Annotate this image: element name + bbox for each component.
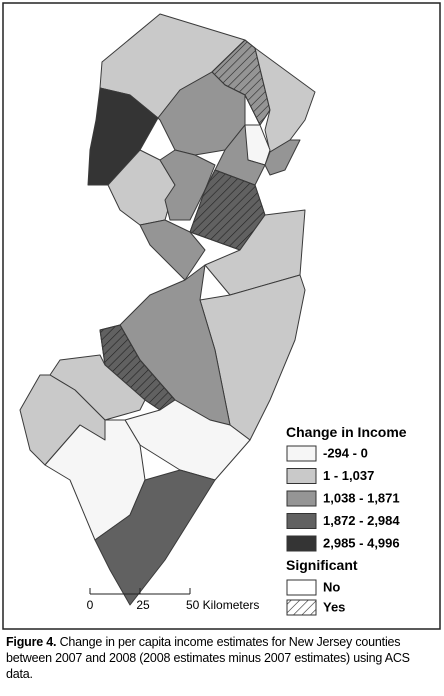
counties (19, 13, 316, 606)
county (44, 419, 146, 541)
county (139, 219, 206, 281)
scale-bar: 0 25 50 Kilometers (87, 588, 259, 612)
caption-label: Figure 4. (6, 635, 57, 649)
legend-swatch (286, 599, 317, 616)
map: Change in Income Significant -294 - 0 1 -… (2, 2, 441, 630)
legend: Change in Income Significant -294 - 0 1 -… (286, 424, 407, 616)
scale-label: 0 (87, 598, 94, 612)
legend-label: Yes (323, 599, 345, 614)
legend-swatch (286, 490, 317, 507)
legend-label: -294 - 0 (323, 445, 368, 460)
legend-label: 1,872 - 2,984 (323, 513, 400, 528)
significance-title: Significant (286, 557, 358, 573)
legend-swatch (286, 445, 317, 462)
legend-title: Change in Income (286, 424, 407, 440)
legend-label: 1 - 1,037 (323, 468, 374, 483)
scale-label: 50 Kilometers (186, 598, 259, 612)
legend-label: 2,985 - 4,996 (323, 535, 400, 550)
legend-swatch (286, 513, 317, 529)
map-frame (2, 2, 441, 630)
legend-label: No (323, 579, 340, 594)
county (94, 469, 216, 606)
caption: Figure 4. Change in per capita income es… (6, 634, 438, 682)
legend-label: 1,038 - 1,871 (323, 490, 400, 505)
legend-swatch (286, 535, 317, 552)
caption-text: Change in per capita income estimates fo… (6, 635, 410, 681)
legend-swatch (286, 579, 317, 596)
scale-label: 25 (136, 598, 150, 612)
legend-swatch (286, 468, 317, 484)
county (159, 149, 216, 221)
county (124, 399, 251, 481)
